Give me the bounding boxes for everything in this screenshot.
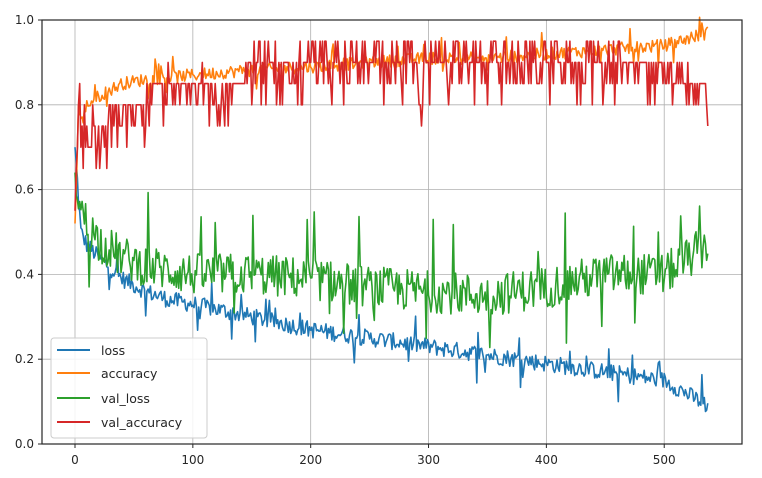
series-val-loss xyxy=(74,172,709,349)
legend-label-loss: loss xyxy=(101,343,125,358)
x-tick-label: 300 xyxy=(417,453,440,467)
x-tick-label: 100 xyxy=(181,453,204,467)
y-tick-label: 0.6 xyxy=(15,183,34,197)
y-tick-label: 1.0 xyxy=(15,13,34,27)
x-tick-label: 400 xyxy=(535,453,558,467)
series-val-accuracy xyxy=(74,40,709,211)
y-tick-label: 0.4 xyxy=(15,267,34,281)
x-tick-label: 200 xyxy=(299,453,322,467)
axes-frame xyxy=(41,19,743,445)
y-tick-label: 0.2 xyxy=(15,352,34,366)
x-axis: 0 100 200 300 400 500 xyxy=(71,444,676,467)
x-tick-label: 500 xyxy=(653,453,676,467)
legend-box xyxy=(50,337,208,439)
x-tick-label: 0 xyxy=(71,453,79,467)
y-axis: 0.0 0.2 0.4 0.6 0.8 1.0 xyxy=(15,13,42,451)
series-lines xyxy=(74,16,709,413)
series-loss xyxy=(74,147,709,413)
legend-label-val-accuracy: val_accuracy xyxy=(101,415,183,430)
legend-label-val-loss: val_loss xyxy=(101,391,150,406)
legend-label-accuracy: accuracy xyxy=(101,366,158,381)
legend: loss accuracy val_loss val_accuracy xyxy=(50,337,208,439)
y-tick-label: 0.8 xyxy=(15,98,34,112)
y-tick-label: 0.0 xyxy=(15,437,34,451)
